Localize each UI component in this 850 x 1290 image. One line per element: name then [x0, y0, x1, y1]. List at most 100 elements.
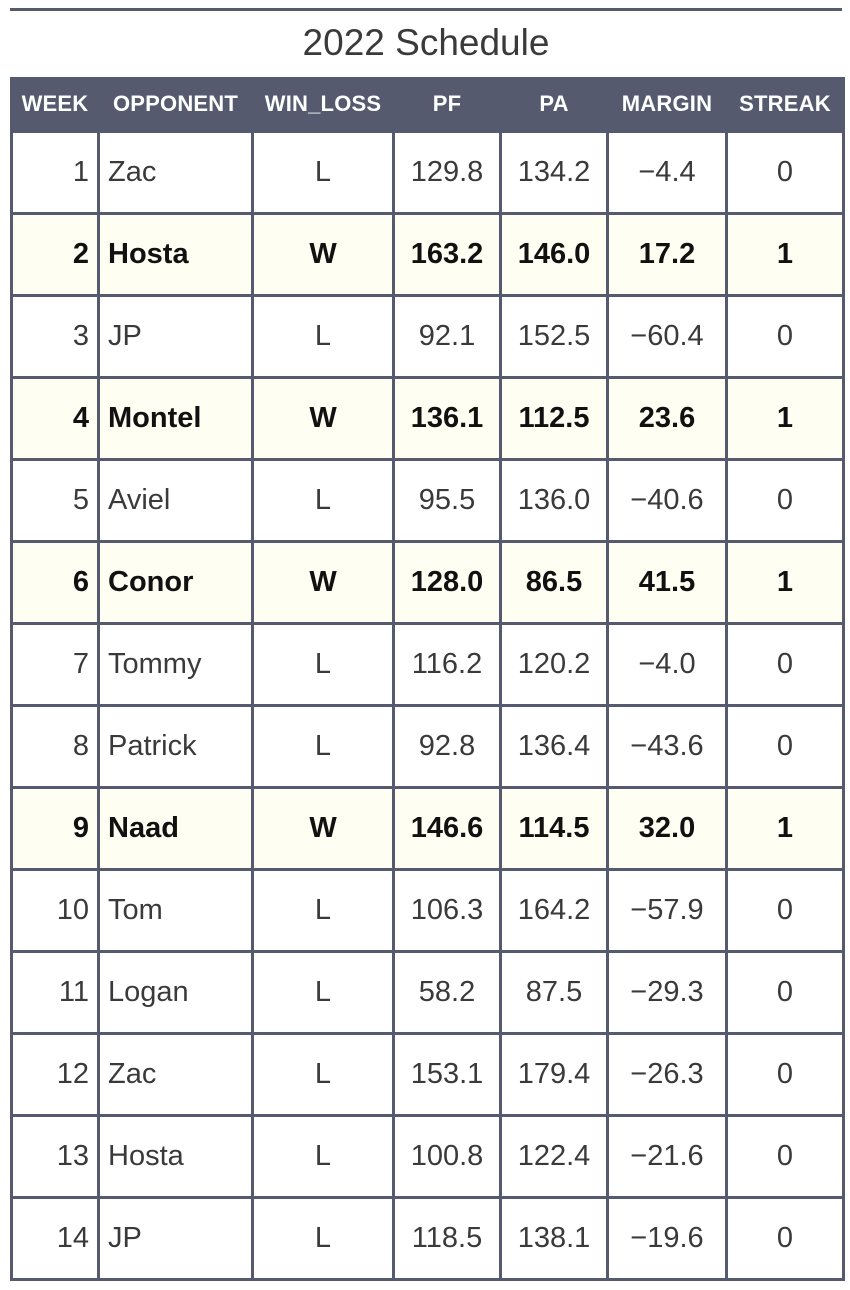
pa-cell: 87.5	[499, 950, 609, 1035]
opponent-cell: Hosta	[97, 212, 254, 297]
streak-cell: 0	[725, 950, 845, 1035]
column-header-streak[interactable]: STREAK	[725, 77, 845, 132]
margin-cell: 41.5	[606, 540, 728, 625]
table-body: 1 Zac L 129.8 134.2 −4.4 0 2 Hosta W 163.2 146.0 17.…	[10, 130, 845, 1281]
week-cell: 2	[10, 212, 100, 297]
pa-cell: 134.2	[499, 130, 609, 215]
column-header-win-loss[interactable]: WIN_LOSS	[251, 77, 395, 132]
schedule-table: WEEK OPPONENT WIN_LOSS PF PA MARGIN STRE…	[10, 77, 845, 1281]
pf-cell: 118.5	[392, 1196, 502, 1281]
win-loss-cell: L	[251, 868, 395, 953]
pf-cell: 92.8	[392, 704, 502, 789]
table-row: 1 Zac L 129.8 134.2 −4.4 0	[10, 130, 845, 215]
opponent-cell: Naad	[97, 786, 254, 871]
pa-cell: 122.4	[499, 1114, 609, 1199]
margin-cell: −4.0	[606, 622, 728, 707]
opponent-cell: Aviel	[97, 458, 254, 543]
opponent-cell: Zac	[97, 1032, 254, 1117]
pf-cell: 129.8	[392, 130, 502, 215]
pf-cell: 153.1	[392, 1032, 502, 1117]
pa-cell: 120.2	[499, 622, 609, 707]
column-header-margin[interactable]: MARGIN	[606, 77, 728, 132]
week-cell: 10	[10, 868, 100, 953]
win-loss-cell: L	[251, 294, 395, 379]
column-header-pf[interactable]: PF	[392, 77, 502, 132]
pa-cell: 114.5	[499, 786, 609, 871]
column-header-pa[interactable]: PA	[499, 77, 609, 132]
streak-cell: 0	[725, 868, 845, 953]
table-row: 10 Tom L 106.3 164.2 −57.9 0	[10, 868, 845, 953]
pf-cell: 100.8	[392, 1114, 502, 1199]
week-cell: 14	[10, 1196, 100, 1281]
opponent-cell: Patrick	[97, 704, 254, 789]
win-loss-cell: L	[251, 950, 395, 1035]
streak-cell: 0	[725, 294, 845, 379]
table-row: 7 Tommy L 116.2 120.2 −4.0 0	[10, 622, 845, 707]
win-loss-cell: L	[251, 1196, 395, 1281]
pf-cell: 92.1	[392, 294, 502, 379]
margin-cell: −21.6	[606, 1114, 728, 1199]
week-cell: 5	[10, 458, 100, 543]
win-loss-cell: W	[251, 540, 395, 625]
column-header-week[interactable]: WEEK	[10, 77, 100, 132]
pf-cell: 95.5	[392, 458, 502, 543]
margin-cell: −29.3	[606, 950, 728, 1035]
streak-cell: 1	[725, 212, 845, 297]
streak-cell: 0	[725, 704, 845, 789]
margin-cell: −43.6	[606, 704, 728, 789]
table-row: 8 Patrick L 92.8 136.4 −43.6 0	[10, 704, 845, 789]
margin-cell: −19.6	[606, 1196, 728, 1281]
pa-cell: 136.0	[499, 458, 609, 543]
pf-cell: 163.2	[392, 212, 502, 297]
pa-cell: 112.5	[499, 376, 609, 461]
margin-cell: −57.9	[606, 868, 728, 953]
pa-cell: 146.0	[499, 212, 609, 297]
pa-cell: 179.4	[499, 1032, 609, 1117]
pf-cell: 116.2	[392, 622, 502, 707]
pa-cell: 152.5	[499, 294, 609, 379]
win-loss-cell: L	[251, 130, 395, 215]
table-row: 12 Zac L 153.1 179.4 −26.3 0	[10, 1032, 845, 1117]
streak-cell: 0	[725, 130, 845, 215]
streak-cell: 1	[725, 376, 845, 461]
opponent-cell: Tom	[97, 868, 254, 953]
pa-cell: 136.4	[499, 704, 609, 789]
pf-cell: 136.1	[392, 376, 502, 461]
opponent-cell: Conor	[97, 540, 254, 625]
table-row: 13 Hosta L 100.8 122.4 −21.6 0	[10, 1114, 845, 1199]
table-row: 2 Hosta W 163.2 146.0 17.2 1	[10, 212, 845, 297]
streak-cell: 1	[725, 540, 845, 625]
win-loss-cell: L	[251, 1114, 395, 1199]
pf-cell: 146.6	[392, 786, 502, 871]
table-title: 2022 Schedule	[302, 22, 550, 63]
table-row: 9 Naad W 146.6 114.5 32.0 1	[10, 786, 845, 871]
pa-cell: 138.1	[499, 1196, 609, 1281]
margin-cell: −4.4	[606, 130, 728, 215]
pf-cell: 106.3	[392, 868, 502, 953]
column-header-opponent[interactable]: OPPONENT	[97, 77, 254, 132]
week-cell: 8	[10, 704, 100, 789]
streak-cell: 0	[725, 1196, 845, 1281]
opponent-cell: Logan	[97, 950, 254, 1035]
week-cell: 4	[10, 376, 100, 461]
margin-cell: −40.6	[606, 458, 728, 543]
streak-cell: 0	[725, 622, 845, 707]
win-loss-cell: L	[251, 622, 395, 707]
table-row: 4 Montel W 136.1 112.5 23.6 1	[10, 376, 845, 461]
pa-cell: 164.2	[499, 868, 609, 953]
margin-cell: 23.6	[606, 376, 728, 461]
table-row: 11 Logan L 58.2 87.5 −29.3 0	[10, 950, 845, 1035]
table-row: 6 Conor W 128.0 86.5 41.5 1	[10, 540, 845, 625]
week-cell: 9	[10, 786, 100, 871]
opponent-cell: JP	[97, 1196, 254, 1281]
pf-cell: 128.0	[392, 540, 502, 625]
opponent-cell: JP	[97, 294, 254, 379]
week-cell: 12	[10, 1032, 100, 1117]
table-row: 14 JP L 118.5 138.1 −19.6 0	[10, 1196, 845, 1281]
week-cell: 11	[10, 950, 100, 1035]
win-loss-cell: W	[251, 376, 395, 461]
win-loss-cell: L	[251, 1032, 395, 1117]
pf-cell: 58.2	[392, 950, 502, 1035]
pa-cell: 86.5	[499, 540, 609, 625]
streak-cell: 0	[725, 1114, 845, 1199]
